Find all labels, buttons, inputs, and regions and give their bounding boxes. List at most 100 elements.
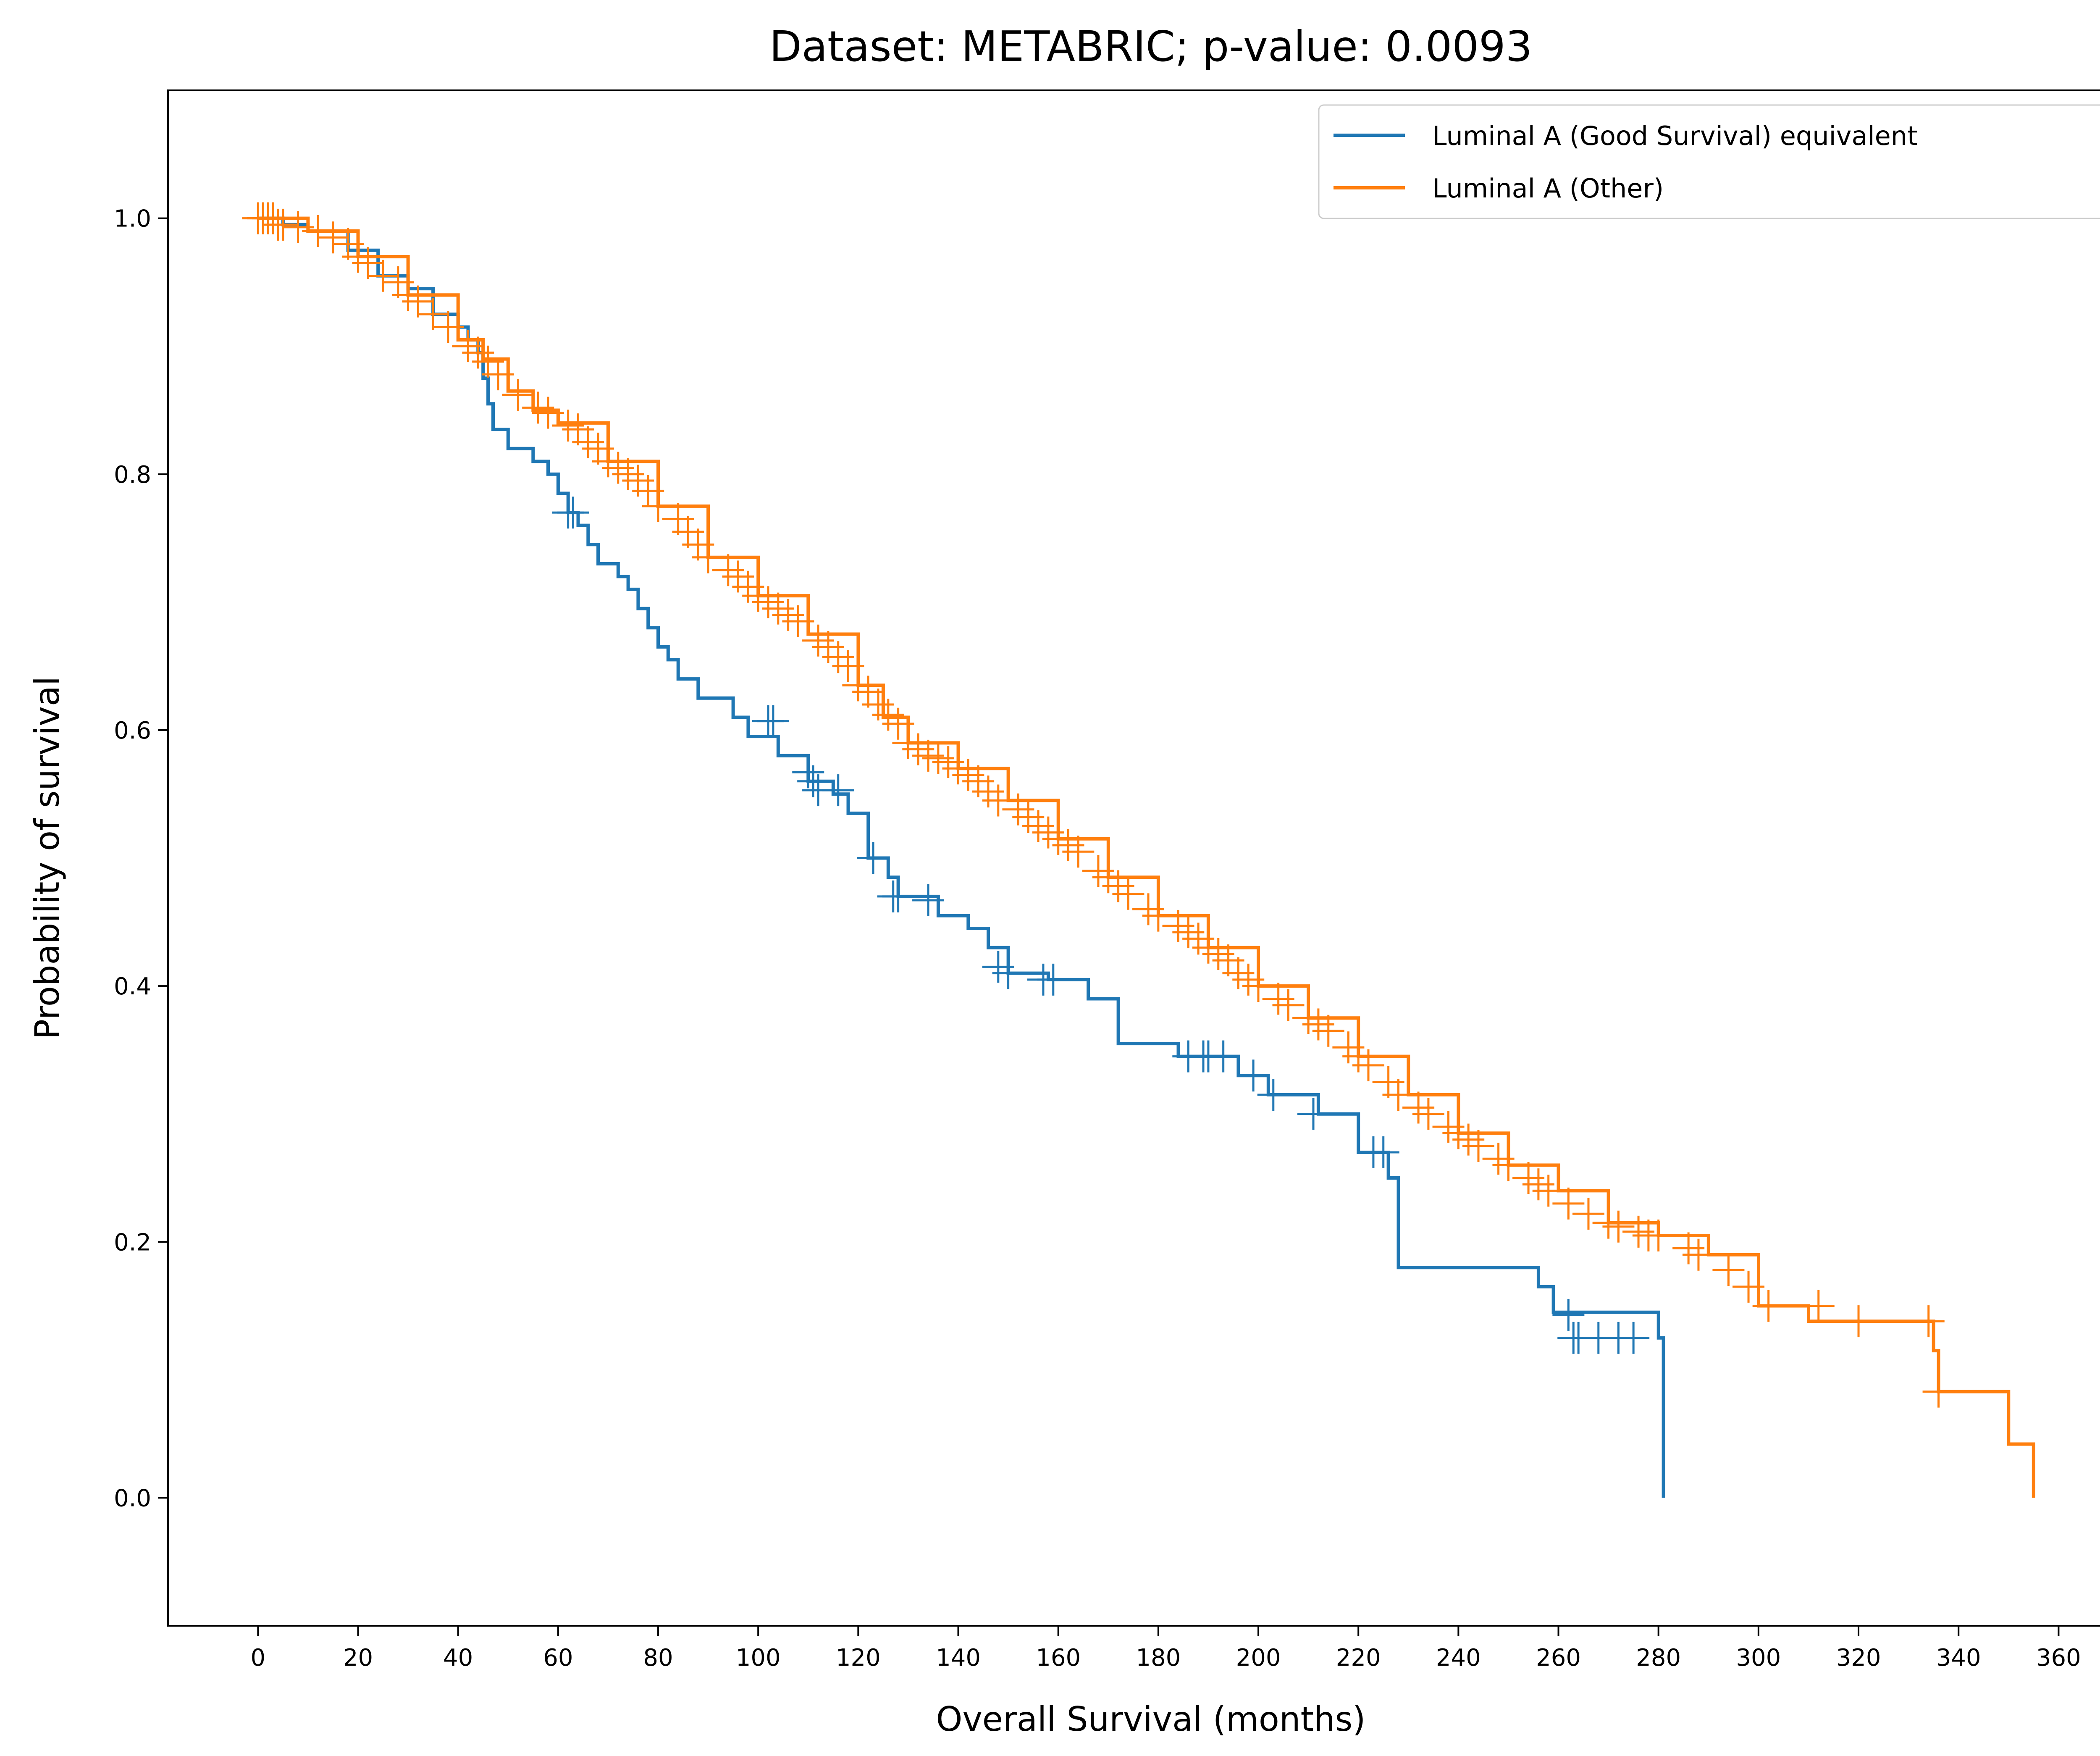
censor-marks-0: [552, 497, 1650, 1354]
censor-mark: [1682, 1238, 1714, 1271]
x-tick-label: 120: [836, 1644, 881, 1672]
series-line-1: [258, 216, 2035, 1498]
legend-label-other: Luminal A (Other): [1432, 173, 1664, 204]
censor-mark: [1922, 1375, 1955, 1408]
censor-mark: [792, 756, 824, 789]
censor-mark: [1062, 836, 1095, 868]
x-tick-label: 300: [1736, 1644, 1781, 1672]
legend: Luminal A (Good Survival) equivalent Lum…: [1318, 104, 2100, 219]
x-tick-label: 60: [543, 1644, 573, 1672]
censor-mark: [832, 650, 864, 682]
censor-mark: [1752, 1290, 1785, 1322]
x-tick-label: 320: [1836, 1644, 1881, 1672]
censor-mark: [1572, 1198, 1604, 1230]
x-tick-label: 260: [1536, 1644, 1581, 1672]
x-axis: 0 20 40 60 80 100 120 140 160 180 200 220 240 260 280 3…: [251, 1626, 2081, 1672]
x-tick-label: 200: [1236, 1644, 1281, 1672]
censor-mark: [1112, 878, 1144, 910]
censor-mark: [1382, 1078, 1415, 1111]
censor-mark: [1142, 899, 1174, 932]
censor-mark: [992, 957, 1024, 989]
legend-frame: [1318, 104, 2100, 219]
censor-mark: [797, 765, 830, 797]
censor-mark: [1532, 1175, 1564, 1207]
x-tick-label: 360: [2036, 1644, 2081, 1672]
censor-mark: [1207, 1040, 1239, 1073]
x-tick-label: 20: [343, 1644, 373, 1672]
censor-marks-1: [242, 202, 1955, 1408]
censor-mark: [912, 884, 945, 917]
plot-area: [242, 202, 2035, 1498]
censor-mark: [692, 541, 724, 573]
censor-mark: [532, 397, 564, 429]
y-tick-label: 0.8: [114, 461, 151, 489]
censor-mark: [267, 208, 299, 241]
censor-mark: [402, 285, 434, 318]
censor-mark: [417, 298, 449, 331]
censor-mark: [1242, 970, 1275, 1002]
x-tick-label: 240: [1436, 1644, 1481, 1672]
y-tick-label: 1.0: [114, 205, 151, 233]
censor-mark: [782, 605, 814, 638]
censor-mark: [822, 774, 854, 807]
x-axis-label: Overall Survival (months): [936, 1700, 1365, 1739]
x-tick-label: 80: [643, 1644, 673, 1672]
censor-mark: [1257, 1078, 1289, 1111]
x-tick-label: 340: [1936, 1644, 1981, 1672]
censor-mark: [1462, 1130, 1494, 1162]
y-axis-label: Probability of survival: [28, 676, 67, 1039]
x-tick-label: 280: [1636, 1644, 1681, 1672]
censor-mark: [1843, 1305, 1875, 1338]
censor-mark: [1297, 1098, 1330, 1130]
censor-mark: [302, 215, 334, 247]
y-axis: 0.0 0.2 0.4 0.6 0.8 1.0: [114, 205, 168, 1512]
chart-title: Dataset: METABRIC; p-value: 0.0093: [769, 22, 1533, 71]
censor-mark: [1732, 1270, 1765, 1303]
x-tick-label: 220: [1336, 1644, 1381, 1672]
y-tick-label: 0.4: [114, 973, 151, 1000]
censor-mark: [982, 784, 1014, 817]
y-tick-label: 0.2: [114, 1229, 151, 1256]
censor-mark: [317, 221, 349, 254]
censor-mark: [1237, 1059, 1270, 1092]
censor-mark: [882, 880, 914, 912]
censor-mark: [502, 379, 534, 411]
censor-mark: [857, 842, 890, 874]
censor-mark: [1642, 1220, 1675, 1252]
censor-mark: [1367, 1136, 1399, 1169]
censor-mark: [1602, 1210, 1635, 1243]
censor-mark: [1552, 1187, 1585, 1220]
censor-mark: [1272, 989, 1305, 1021]
x-tick-label: 180: [1136, 1644, 1181, 1672]
plot-frame: [167, 89, 2100, 1627]
censor-mark: [1352, 1049, 1385, 1081]
x-tick-label: 100: [736, 1644, 781, 1672]
censor-mark: [1617, 1322, 1650, 1354]
censor-mark: [352, 247, 384, 279]
censor-mark: [1492, 1149, 1525, 1181]
x-tick-label: 0: [251, 1644, 266, 1672]
censor-mark: [1712, 1254, 1745, 1286]
censor-mark: [1912, 1305, 1945, 1338]
legend-label-good-survival: Luminal A (Good Survival) equivalent: [1432, 121, 1917, 151]
censor-mark: [367, 260, 399, 292]
censor-mark: [1412, 1098, 1444, 1130]
censor-mark: [882, 707, 914, 740]
y-tick-label: 0.6: [114, 717, 151, 744]
x-tick-label: 40: [443, 1644, 473, 1672]
x-tick-label: 140: [936, 1644, 981, 1672]
x-tick-label: 160: [1036, 1644, 1081, 1672]
censor-mark: [1802, 1290, 1835, 1322]
censor-mark: [482, 358, 514, 391]
censor-mark: [1552, 1299, 1585, 1331]
censor-mark: [757, 705, 789, 737]
censor-mark: [1037, 963, 1069, 996]
y-tick-label: 0.0: [114, 1485, 151, 1512]
censor-mark: [642, 490, 675, 522]
censor-mark: [557, 497, 589, 529]
censor-mark: [282, 211, 314, 243]
censor-mark: [1312, 1015, 1344, 1047]
censor-mark: [432, 311, 464, 343]
